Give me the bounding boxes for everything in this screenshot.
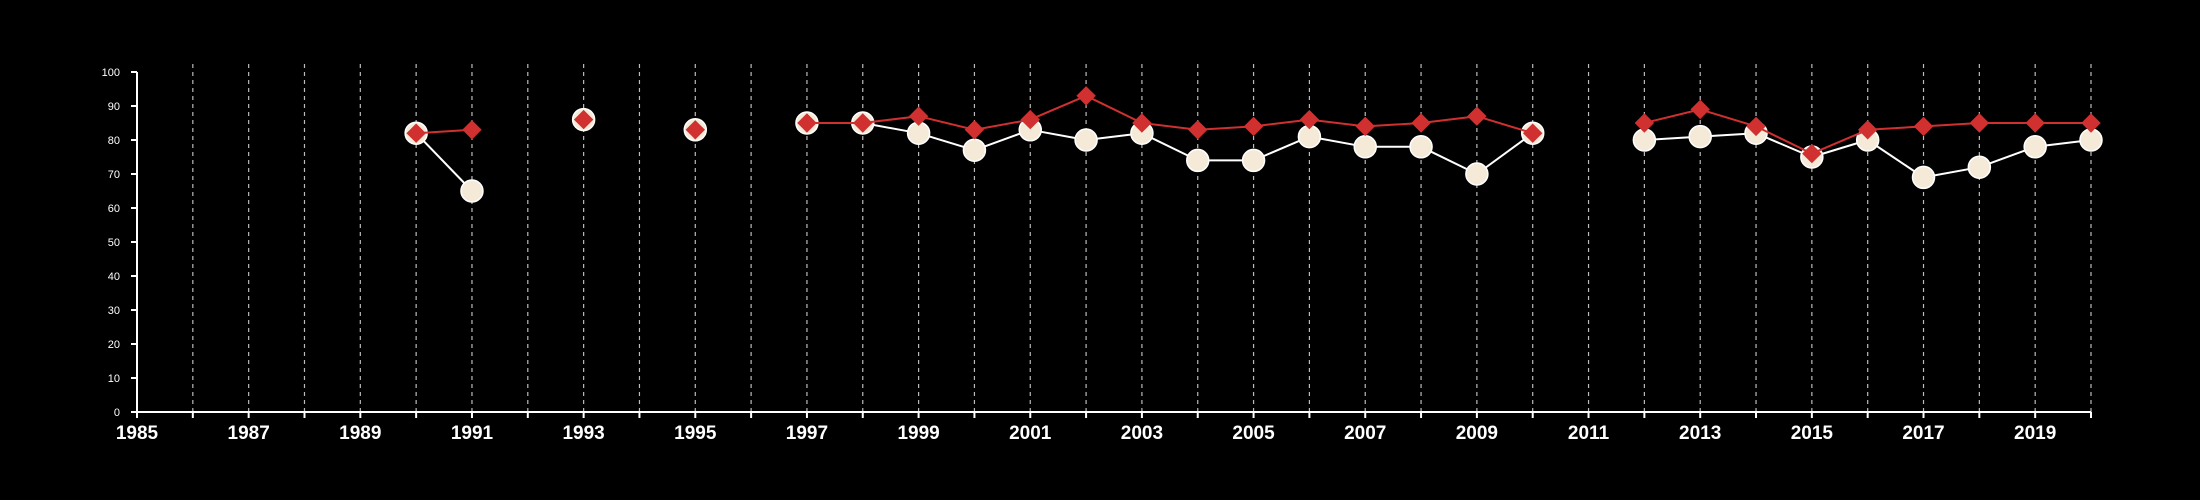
series-2-segment	[1420, 115, 1478, 124]
data-point-circle	[1353, 135, 1377, 159]
y-tick-label: 60	[108, 203, 120, 215]
y-tick-label: 40	[108, 271, 120, 283]
data-point-circle	[1688, 124, 1712, 149]
data-point-diamond	[797, 113, 817, 133]
x-tick-label: 1987	[228, 423, 270, 444]
data-point-circle	[2023, 135, 2047, 159]
data-point-diamond	[1690, 99, 1710, 120]
y-tick-label: 80	[108, 135, 120, 147]
x-tick-label: 2005	[1232, 423, 1275, 444]
x-tick-label: 2009	[1456, 423, 1498, 444]
series-2-segment	[1085, 94, 1143, 124]
data-point-diamond	[853, 113, 873, 133]
series-2-diamond	[406, 86, 2101, 164]
data-point-diamond	[1020, 109, 1040, 130]
data-point-diamond	[1746, 116, 1766, 137]
x-tick-label: 2015	[1791, 423, 1834, 444]
data-point-diamond	[573, 109, 594, 130]
data-point-diamond	[406, 123, 426, 143]
series-2-segment	[1029, 94, 1087, 121]
y-tick-label: 70	[108, 169, 120, 181]
data-point-diamond	[1913, 116, 1934, 137]
data-point-diamond	[1355, 116, 1375, 137]
data-point-circle	[1074, 128, 1098, 152]
y-tick-label: 20	[108, 339, 120, 351]
series-2-segment	[1644, 108, 1701, 124]
x-tick-label: 1991	[451, 423, 494, 444]
data-point-diamond	[1802, 143, 1822, 164]
data-point-diamond	[1243, 116, 1264, 137]
data-point-diamond	[462, 120, 482, 140]
x-tick-label: 2019	[2014, 423, 2056, 444]
data-point-diamond	[1634, 113, 1655, 133]
data-series	[404, 86, 2103, 203]
data-point-diamond	[1411, 113, 1431, 133]
series-2-segment	[1699, 108, 1757, 128]
data-point-diamond	[1188, 120, 1208, 140]
data-point-circle	[1185, 148, 1210, 173]
x-tick-label: 1985	[116, 423, 159, 444]
x-tick-label: 1997	[786, 423, 828, 444]
series-2-segment	[1476, 115, 1534, 135]
data-point-circle	[1409, 135, 1433, 159]
data-point-circle	[1911, 165, 1936, 190]
series-2-segment	[862, 115, 919, 124]
data-point-diamond	[1132, 113, 1152, 133]
data-point-diamond	[685, 120, 705, 140]
data-point-diamond	[2025, 113, 2045, 133]
x-tick-label: 2017	[1902, 423, 1944, 444]
series-2-segment	[1365, 122, 1422, 128]
x-tick-label: 1989	[339, 423, 381, 444]
series-2-segment	[1923, 122, 1980, 128]
data-point-diamond	[1857, 120, 1878, 140]
data-point-diamond	[1299, 109, 1320, 130]
series-2-segment	[1811, 128, 1869, 155]
x-tick-label: 1995	[674, 423, 717, 444]
series-2-segment	[1141, 122, 1198, 131]
data-point-diamond	[1969, 113, 1990, 133]
data-point-circle	[962, 138, 987, 162]
x-tick-label: 1999	[897, 423, 939, 444]
data-point-diamond	[1076, 86, 1096, 106]
data-point-circle	[1465, 162, 1489, 186]
series-2-segment	[974, 118, 1031, 131]
axes: 1985 1987 1989 1991 1993 1995 1997 1999 2001 2003…	[102, 67, 2092, 444]
series-2-segment	[416, 128, 473, 135]
series-2-segment	[1755, 125, 1813, 155]
x-tick-label: 2013	[1679, 423, 1721, 444]
series-1-circle	[404, 107, 2103, 203]
y-tick-label: 50	[108, 237, 120, 249]
x-tick-label: 2007	[1344, 423, 1386, 444]
data-point-diamond	[908, 106, 929, 126]
y-tick-label: 10	[108, 373, 120, 385]
y-tick-label: 100	[102, 67, 120, 79]
data-point-diamond	[964, 120, 985, 140]
y-tick-label: 30	[108, 305, 120, 317]
x-tick-label: 2003	[1121, 423, 1163, 444]
data-point-circle	[1241, 148, 1266, 173]
y-tick-label: 90	[108, 101, 120, 113]
x-tick-label: 2001	[1009, 423, 1052, 444]
series-2-segment	[918, 115, 975, 131]
data-point-diamond	[2081, 113, 2101, 133]
series-2-segment	[1253, 118, 1310, 128]
data-point-circle	[460, 179, 484, 203]
series-2-segment	[1309, 118, 1366, 128]
x-tick-label: 1993	[562, 423, 604, 444]
y-tick-label: 0	[114, 407, 120, 419]
series-1-segment	[415, 132, 473, 192]
series-2-segment	[1867, 125, 1924, 131]
x-tick-label: 2011	[1568, 423, 1610, 444]
data-point-diamond	[1467, 106, 1487, 126]
data-point-circle	[1967, 155, 1992, 179]
data-point-diamond	[1523, 123, 1543, 143]
series-2-segment	[1197, 125, 1254, 131]
